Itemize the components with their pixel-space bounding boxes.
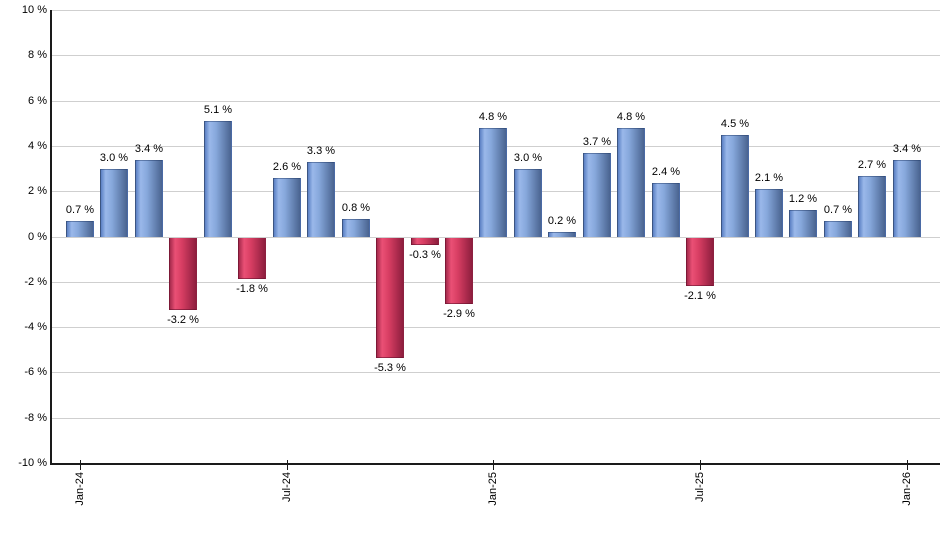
bar-value-label: 4.8 % xyxy=(478,111,508,123)
bar-value-label: -3.2 % xyxy=(167,314,199,326)
gridline xyxy=(51,418,940,419)
bar-Jan-24[interactable] xyxy=(66,221,94,237)
bar-Jun-24[interactable] xyxy=(238,238,266,279)
bar-Nov-25[interactable] xyxy=(824,221,852,237)
x-axis-tick-label: Jan-26 xyxy=(901,472,913,506)
bar-value-label: -0.3 % xyxy=(409,249,441,261)
x-axis-tick-label: Jan-25 xyxy=(487,472,499,506)
x-axis-tick-label: Jul-25 xyxy=(694,472,706,502)
bar-Nov-24[interactable] xyxy=(411,238,439,245)
bar-value-label: -2.1 % xyxy=(684,290,716,302)
y-axis-tick-label: -2 % xyxy=(24,276,47,288)
gridline xyxy=(51,101,940,102)
y-axis-tick-label: 0 % xyxy=(28,231,47,243)
bar-value-label: 2.1 % xyxy=(754,172,784,184)
y-axis-line xyxy=(50,10,52,465)
y-axis-tick-label: 8 % xyxy=(28,49,47,61)
bar-Sep-24[interactable] xyxy=(342,219,370,237)
bar-value-label: -2.9 % xyxy=(443,308,475,320)
bar-Jan-26[interactable] xyxy=(893,160,921,237)
bar-value-label: -1.8 % xyxy=(236,283,268,295)
bar-value-label: 0.2 % xyxy=(547,215,577,227)
bar-Apr-24[interactable] xyxy=(169,238,197,310)
bar-Dec-25[interactable] xyxy=(858,176,886,237)
bar-Feb-25[interactable] xyxy=(514,169,542,237)
bar-Feb-24[interactable] xyxy=(100,169,128,237)
bar-value-label: 0.7 % xyxy=(65,204,95,216)
bar-value-label: -5.3 % xyxy=(374,362,406,374)
gridline xyxy=(51,55,940,56)
bar-Sep-25[interactable] xyxy=(755,189,783,237)
x-axis-tick-mark xyxy=(80,460,81,470)
gridline xyxy=(51,372,940,373)
y-axis-tick-label: -6 % xyxy=(24,366,47,378)
bar-Apr-25[interactable] xyxy=(583,153,611,237)
y-axis-tick-label: 2 % xyxy=(28,185,47,197)
x-axis-tick-label: Jul-24 xyxy=(281,472,293,502)
x-axis-tick-mark xyxy=(493,460,494,470)
gridline xyxy=(51,282,940,283)
y-axis-tick-label: -8 % xyxy=(24,412,47,424)
bar-value-label: 3.3 % xyxy=(306,145,336,157)
bar-value-label: 3.7 % xyxy=(582,136,612,148)
bar-Aug-25[interactable] xyxy=(721,135,749,237)
gridline xyxy=(51,10,940,11)
bar-Dec-24[interactable] xyxy=(445,238,473,304)
bar-Jun-25[interactable] xyxy=(652,183,680,237)
bar-value-label: 2.6 % xyxy=(272,161,302,173)
x-axis-line xyxy=(50,463,940,465)
y-axis-tick-label: 10 % xyxy=(21,4,47,16)
bar-value-label: 3.4 % xyxy=(134,143,164,155)
bar-value-label: 5.1 % xyxy=(203,104,233,116)
bar-value-label: 4.8 % xyxy=(616,111,646,123)
bar-value-label: 3.4 % xyxy=(892,143,922,155)
bar-May-24[interactable] xyxy=(204,121,232,237)
x-axis-tick-mark xyxy=(907,460,908,470)
y-axis-tick-label: -10 % xyxy=(18,457,47,469)
x-axis-tick-mark xyxy=(700,460,701,470)
bar-value-label: 2.7 % xyxy=(857,159,887,171)
bar-value-label: 3.0 % xyxy=(513,152,543,164)
y-axis-tick-label: -4 % xyxy=(24,321,47,333)
bar-Jul-24[interactable] xyxy=(273,178,301,237)
bar-Oct-25[interactable] xyxy=(789,210,817,237)
gridline xyxy=(51,237,940,238)
bar-value-label: 3.0 % xyxy=(99,152,129,164)
y-axis-tick-label: 6 % xyxy=(28,95,47,107)
bar-value-label: 2.4 % xyxy=(651,166,681,178)
x-axis-tick-mark xyxy=(287,460,288,470)
bar-value-label: 0.7 % xyxy=(823,204,853,216)
bar-value-label: 4.5 % xyxy=(720,118,750,130)
bar-Aug-24[interactable] xyxy=(307,162,335,237)
bar-Jan-25[interactable] xyxy=(479,128,507,237)
bar-Mar-25[interactable] xyxy=(548,232,576,237)
bar-Oct-24[interactable] xyxy=(376,238,404,358)
x-axis-tick-label: Jan-24 xyxy=(74,472,86,506)
bar-May-25[interactable] xyxy=(617,128,645,237)
bar-value-label: 1.2 % xyxy=(788,193,818,205)
y-axis-tick-label: 4 % xyxy=(28,140,47,152)
bar-value-label: 0.8 % xyxy=(341,202,371,214)
bar-Jul-25[interactable] xyxy=(686,238,714,286)
gridline xyxy=(51,327,940,328)
bar-Mar-24[interactable] xyxy=(135,160,163,237)
